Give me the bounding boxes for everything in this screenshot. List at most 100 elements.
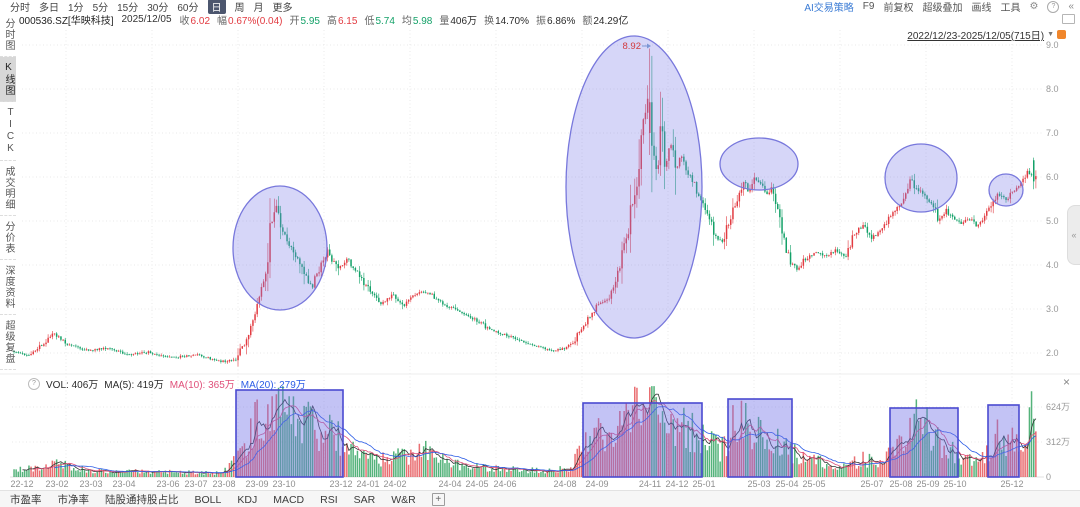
field-value: 6.02	[190, 16, 211, 27]
field-label: 均	[401, 16, 412, 27]
svg-text:4.0: 4.0	[1046, 260, 1059, 270]
period-tab-分时[interactable]: 分时	[10, 3, 30, 14]
date-range-selector[interactable]: 2022/12/23-2025/12/05(715日) ▼	[907, 27, 1066, 42]
stock-fields: 收6.02 幅0.67%(0.04) 开5.95 高6.15 低5.74 均5.98 量40…	[180, 12, 629, 27]
help-icon[interactable]: ?	[1047, 0, 1060, 13]
menu-item-F9[interactable]: F9	[862, 1, 875, 12]
svg-text:25-03: 25-03	[747, 479, 770, 489]
collapse-icon[interactable]: «	[1068, 1, 1074, 12]
svg-text:5.0: 5.0	[1046, 216, 1059, 226]
dropdown-arrow-icon[interactable]: ▼	[1047, 31, 1054, 38]
left-sidebar: 分时图 K线图 TICK 成交明细 分价表 深度资料 超级复盘	[0, 13, 16, 370]
field-value: 24.29亿	[593, 16, 629, 27]
indicator-tab-KDJ[interactable]: KDJ	[237, 493, 258, 506]
stock-field-换: 换14.70%	[484, 12, 529, 27]
menu-item-画线[interactable]: 画线	[971, 3, 992, 14]
volume-axis-labels: 624万 312万 0	[1046, 402, 1070, 482]
stock-field-收: 收6.02	[180, 12, 210, 27]
svg-text:6.0: 6.0	[1046, 172, 1059, 182]
field-value: 406万	[450, 16, 478, 27]
menu-item-超级叠加[interactable]: 超级叠加	[922, 3, 963, 14]
svg-text:25-01: 25-01	[692, 479, 715, 489]
lock-icon[interactable]	[1057, 30, 1066, 39]
field-value: 6.86%	[546, 16, 576, 27]
indicator-tab-W&R[interactable]: W&R	[391, 493, 416, 506]
sidebar-item-分价表[interactable]: 分价表	[0, 216, 16, 260]
sidebar-item-K线图[interactable]: K线图	[0, 57, 16, 102]
close-icon[interactable]: ×	[1062, 375, 1070, 389]
toolbar-period-row: 分时 多日 1分 5分 15分 30分 60分日周月更多 AI交易策略 F9 前复权 超级叠加 画线…	[0, 0, 1080, 14]
svg-text:8.92: 8.92	[623, 41, 642, 52]
svg-text:312万: 312万	[1046, 437, 1070, 447]
kline-chart[interactable]: 8.92 9.0 8.0 7.0 6.0 5.0 4.0 3.0 2.0 624万 312万 0 22-…	[0, 26, 1080, 490]
period-tab-5分[interactable]: 5分	[92, 3, 109, 14]
svg-text:2.0: 2.0	[1046, 348, 1059, 358]
sidebar-item-分时图[interactable]: 分时图	[0, 13, 16, 57]
period-tab-周[interactable]: 周	[234, 3, 245, 14]
svg-text:24-02: 24-02	[383, 479, 406, 489]
sidebar-item-成交明细[interactable]: 成交明细	[0, 161, 16, 216]
volume-highlight-rects[interactable]	[235, 389, 1020, 478]
field-label: 开	[289, 16, 300, 27]
period-tab-更多[interactable]: 更多	[272, 3, 293, 14]
add-indicator-icon[interactable]: +	[431, 493, 445, 506]
question-icon[interactable]: ?	[28, 377, 40, 390]
svg-text:24-06: 24-06	[493, 479, 516, 489]
collapse-handle-icon[interactable]: «	[1067, 205, 1080, 265]
svg-text:24-04: 24-04	[438, 479, 461, 489]
svg-text:25-08: 25-08	[889, 479, 912, 489]
vol-ma10: MA(10): 365万	[169, 380, 235, 391]
svg-text:23-07: 23-07	[184, 479, 207, 489]
toolbar-right-menu: AI交易策略 F9 前复权 超级叠加 画线 工具 ⚙? «	[804, 0, 1080, 14]
svg-text:24-01: 24-01	[356, 479, 379, 489]
sidebar-item-深度资料[interactable]: 深度资料	[0, 260, 16, 315]
indicator-tab-陆股通持股占比[interactable]: 陆股通持股占比	[105, 494, 179, 506]
sidebar-item-TICK[interactable]: TICK	[0, 102, 16, 161]
stock-field-高: 高6.15	[327, 12, 357, 27]
period-tab-1分[interactable]: 1分	[68, 3, 84, 14]
indicator-tab-MACD[interactable]: MACD	[273, 493, 305, 506]
indicator-tab-RSI[interactable]: RSI	[320, 493, 338, 506]
field-label: 低	[364, 16, 375, 27]
screenshot-icon[interactable]	[1062, 14, 1075, 24]
period-tab-30分[interactable]: 30分	[147, 3, 169, 14]
period-tab-多日[interactable]: 多日	[39, 3, 59, 14]
stock-field-开: 开5.95	[290, 12, 320, 27]
period-tab-日[interactable]: 日	[207, 0, 226, 14]
indicator-tab-BOLL[interactable]: BOLL	[194, 493, 222, 506]
indicator-tab-SAR[interactable]: SAR	[353, 493, 376, 506]
candles-layer	[13, 48, 1037, 367]
svg-text:22-12: 22-12	[10, 479, 33, 489]
indicator-tab-市盈率[interactable]: 市盈率	[10, 494, 42, 506]
svg-text:23-06: 23-06	[156, 479, 179, 489]
indicator-tab-市净率[interactable]: 市净率	[57, 494, 90, 506]
menu-item-AI交易策略[interactable]: AI交易策略	[804, 3, 854, 14]
field-label: 额	[582, 16, 593, 27]
field-label: 收	[179, 16, 190, 27]
highlight-ellipses[interactable]	[232, 35, 1024, 339]
svg-text:25-05: 25-05	[802, 479, 825, 489]
stock-code-name[interactable]: 000536.SZ[华映科技]	[19, 16, 114, 27]
gear-icon[interactable]: ⚙	[1029, 1, 1039, 12]
field-value: 5.74	[375, 16, 395, 27]
svg-text:3.0: 3.0	[1046, 304, 1059, 314]
field-value: 5.95	[300, 16, 320, 27]
stock-field-量: 量406万	[439, 12, 477, 27]
price-axis-labels: 9.0 8.0 7.0 6.0 5.0 4.0 3.0 2.0	[1046, 40, 1059, 358]
svg-text:25-07: 25-07	[860, 479, 883, 489]
vol-value: VOL: 406万	[46, 380, 99, 391]
menu-item-工具[interactable]: 工具	[1000, 3, 1021, 14]
stock-field-额: 额24.29亿	[582, 12, 628, 27]
period-tab-月[interactable]: 月	[253, 3, 264, 14]
volume-bars-layer	[13, 386, 1037, 477]
svg-text:9.0: 9.0	[1046, 40, 1059, 50]
period-tab-60分[interactable]: 60分	[177, 3, 199, 14]
sidebar-item-超级复盘[interactable]: 超级复盘	[0, 315, 16, 370]
svg-text:7.0: 7.0	[1046, 128, 1059, 138]
svg-text:24-05: 24-05	[465, 479, 488, 489]
bottom-indicator-tabs: 市盈率 市净率 陆股通持股占比 BOLL KDJ MACD RSI SAR W&R +	[0, 490, 1080, 507]
stock-field-幅: 幅0.67%(0.04)	[217, 12, 282, 27]
menu-item-前复权[interactable]: 前复权	[883, 3, 914, 14]
period-tab-15分[interactable]: 15分	[117, 3, 139, 14]
